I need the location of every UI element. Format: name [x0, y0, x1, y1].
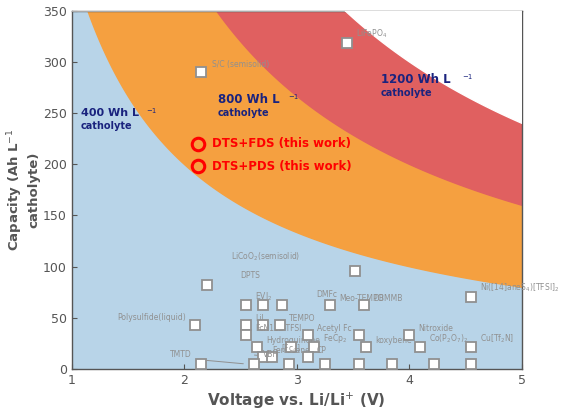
Text: Meo-TEMPO: Meo-TEMPO [340, 294, 384, 302]
Text: catholyte: catholyte [218, 108, 269, 118]
Text: TEMPO: TEMPO [289, 314, 315, 323]
Y-axis label: Capacity (Ah L$^{-1}$
catholyte): Capacity (Ah L$^{-1}$ catholyte) [6, 128, 40, 251]
Text: S/C (semisolid): S/C (semisolid) [212, 60, 269, 69]
Polygon shape [72, 10, 528, 288]
Text: Cu[Tf$_2$N]: Cu[Tf$_2$N] [480, 332, 514, 344]
Polygon shape [72, 10, 528, 126]
Text: DTS+PDS (this work): DTS+PDS (this work) [212, 160, 352, 173]
Text: Hydroquinone: Hydroquinone [267, 336, 320, 344]
Text: DPTS: DPTS [241, 271, 260, 280]
Text: CP: CP [317, 346, 327, 355]
Text: TMTD: TMTD [170, 350, 192, 359]
X-axis label: Voltage vs. Li/Li$^{+}$ (V): Voltage vs. Li/Li$^{+}$ (V) [208, 391, 386, 412]
Polygon shape [72, 10, 528, 207]
Text: $^{-1}$: $^{-1}$ [462, 74, 474, 84]
Text: 1200 Wh L: 1200 Wh L [381, 73, 451, 86]
Text: FcN112-TFSI: FcN112-TFSI [255, 324, 302, 333]
Text: 400 Wh L: 400 Wh L [81, 108, 139, 118]
Text: DMFc: DMFc [316, 291, 337, 299]
Text: catholyte: catholyte [381, 88, 433, 98]
Text: Ferrocene: Ferrocene [272, 346, 310, 355]
Text: DTS+FDS (this work): DTS+FDS (this work) [212, 137, 351, 150]
Text: catholyte: catholyte [81, 121, 132, 131]
Text: Polysulfide(liquid): Polysulfide(liquid) [118, 313, 186, 322]
Text: [Fc$_4$]: [Fc$_4$] [281, 342, 301, 355]
Text: Acetyl Fc: Acetyl Fc [317, 324, 351, 333]
Text: LiI: LiI [255, 314, 264, 323]
Text: EVI$_2$: EVI$_2$ [255, 290, 272, 302]
Text: Co(P$_2$O$_7$)$_2$: Co(P$_2$O$_7$)$_2$ [430, 332, 469, 344]
Text: DBMMB: DBMMB [373, 294, 402, 302]
Text: $^{-1}$: $^{-1}$ [146, 108, 157, 118]
Text: koxybene: koxybene [375, 336, 412, 344]
Text: VBH: VBH [263, 350, 279, 359]
Text: 800 Wh L: 800 Wh L [218, 93, 280, 106]
Text: $^{-1}$: $^{-1}$ [288, 95, 299, 105]
Text: LiFePO$_4$: LiFePO$_4$ [357, 28, 388, 40]
Text: LiCoO$_2$(semisolid): LiCoO$_2$(semisolid) [231, 250, 301, 263]
Text: FeCp$_2$: FeCp$_2$ [323, 332, 347, 344]
Text: Ni([14]aneS$_4$)[TFSI]$_2$: Ni([14]aneS$_4$)[TFSI]$_2$ [480, 282, 559, 294]
Text: Nitroxide: Nitroxide [418, 324, 453, 333]
